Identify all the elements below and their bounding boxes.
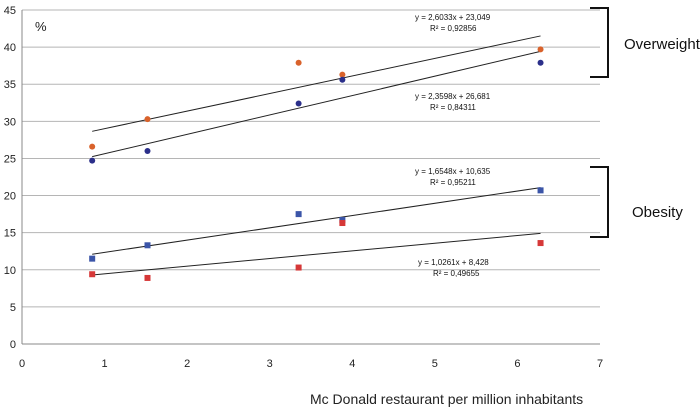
x-tick-label-2: 2 <box>184 358 190 370</box>
x-tick-label-6: 6 <box>514 358 520 370</box>
axes <box>21 10 600 345</box>
trend-equation-overweight-orange: y = 2,6033x + 23,049 <box>415 13 491 22</box>
series-1-point-1 <box>144 148 151 155</box>
obesity-label: Obesity <box>632 204 683 221</box>
series-2-point-1 <box>144 242 151 249</box>
y-tick-label-5: 5 <box>10 302 16 314</box>
trendline-0 <box>92 35 541 132</box>
trendlines <box>92 35 541 276</box>
series-3-point-1 <box>144 274 151 281</box>
series-2-point-4 <box>537 187 544 194</box>
obesity-brace <box>590 166 609 238</box>
trend-r2-obesity-red: R² = 0,49655 <box>433 269 480 278</box>
trendline-3 <box>92 232 541 276</box>
y-axis-label: % <box>35 19 47 34</box>
trend-equation-overweight-blue: y = 2,3598x + 26,681 <box>415 92 491 101</box>
y-tick-label-25: 25 <box>4 153 16 165</box>
trendline-2 <box>92 187 541 255</box>
series-0-point-3 <box>339 71 346 78</box>
series-0-point-0 <box>89 143 96 150</box>
y-tick-label-0: 0 <box>10 339 16 351</box>
trend-equation-obesity-blue: y = 1,6548x + 10,635 <box>415 167 491 176</box>
trend-r2-overweight-blue: R² = 0,84311 <box>430 103 476 112</box>
x-axis-label: Mc Donald restaurant per million inhabit… <box>310 391 583 407</box>
y-tick-label-15: 15 <box>4 228 16 240</box>
x-tick-label-7: 7 <box>597 358 603 370</box>
series-1-point-2 <box>295 100 302 107</box>
series-3-point-4 <box>537 240 544 247</box>
series-2-point-2 <box>295 211 302 218</box>
y-tick-label-10: 10 <box>4 265 16 277</box>
x-tick-label-3: 3 <box>267 358 273 370</box>
series-3-point-0 <box>89 271 96 278</box>
series-2-point-0 <box>89 255 96 262</box>
series-3-point-2 <box>295 264 302 271</box>
y-tick-label-35: 35 <box>4 79 16 91</box>
data-points <box>89 46 544 281</box>
series-1-point-0 <box>89 157 96 164</box>
trendline-1 <box>92 50 541 158</box>
x-tick-label-4: 4 <box>349 358 355 370</box>
x-tick-label-5: 5 <box>432 358 438 370</box>
series-1-point-3 <box>339 76 346 83</box>
gridlines <box>22 9 600 308</box>
series-0-point-4 <box>537 46 544 53</box>
series-1-point-4 <box>537 59 544 66</box>
trend-r2-obesity-blue: R² = 0,95211 <box>430 178 476 187</box>
series-0-point-1 <box>144 116 151 123</box>
series-3-point-3 <box>339 220 346 227</box>
overweight-brace <box>590 7 609 78</box>
x-tick-label-0: 0 <box>19 358 25 370</box>
trend-equation-obesity-red: y = 1,0261x + 8,428 <box>418 258 489 267</box>
y-tick-label-30: 30 <box>4 116 16 128</box>
trend-r2-overweight-orange: R² = 0,92856 <box>430 24 477 33</box>
y-tick-label-40: 40 <box>4 42 16 54</box>
x-tick-label-1: 1 <box>102 358 108 370</box>
y-tick-label-45: 45 <box>4 5 16 17</box>
y-tick-label-20: 20 <box>4 191 16 203</box>
series-0-point-2 <box>295 59 302 66</box>
overweight-label: Overweight <box>624 36 700 53</box>
